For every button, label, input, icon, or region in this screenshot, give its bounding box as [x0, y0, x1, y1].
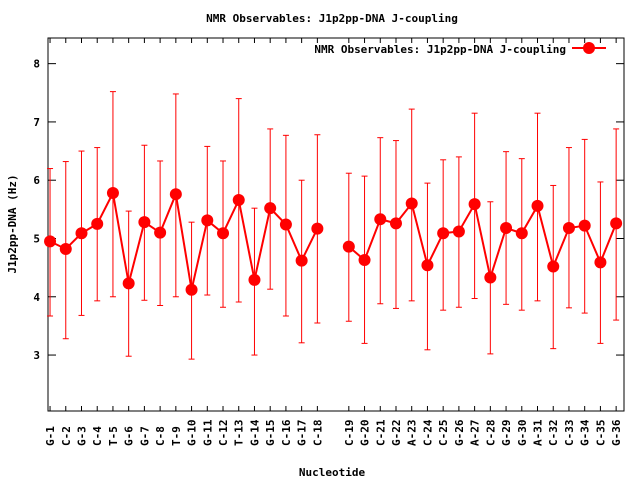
x-tick-label: G-29: [500, 420, 513, 447]
data-point: [468, 198, 481, 211]
y-tick-label: 4: [33, 291, 40, 304]
y-tick-label: 7: [33, 116, 40, 129]
x-tick-label: C-18: [311, 420, 324, 447]
data-point: [405, 197, 418, 210]
data-point: [75, 227, 88, 240]
data-point: [562, 221, 575, 234]
data-point: [169, 188, 182, 201]
x-tick-label: C-21: [374, 419, 387, 446]
x-tick-label: T-13: [233, 420, 246, 447]
data-point: [138, 216, 151, 229]
x-axis-label: Nucleotide: [299, 466, 366, 479]
x-axis: G-1 C-2 G-3 C-4 T-5 G-6 G-7 C-8 T-9 G-10 G-11 C-12 T…: [44, 38, 623, 446]
data-point: [610, 217, 623, 230]
data-point: [374, 213, 387, 226]
x-tick-label: A-31: [532, 419, 545, 446]
data-point: [594, 256, 607, 269]
legend-label: NMR Observables: J1p2pp-DNA J-coupling: [314, 43, 566, 56]
data-point: [217, 227, 230, 240]
data-point: [122, 277, 135, 290]
chart-title: NMR Observables: J1p2pp-DNA J-coupling: [206, 12, 458, 25]
legend: NMR Observables: J1p2pp-DNA J-coupling: [314, 42, 606, 56]
data-point: [452, 225, 465, 238]
y-axis: 3 4 5 6 7 8: [33, 58, 624, 362]
x-tick-label: G-20: [359, 420, 372, 447]
data-point: [154, 226, 167, 239]
x-tick-label: G-11: [201, 419, 214, 446]
x-tick-label: C-19: [343, 420, 356, 447]
data-point: [500, 221, 513, 234]
data-point: [421, 259, 434, 272]
y-tick-label: 8: [33, 58, 40, 71]
y-tick-label: 6: [33, 174, 40, 187]
x-tick-label: C-24: [421, 419, 434, 446]
x-tick-label: C-16: [280, 419, 293, 446]
data-point: [311, 222, 324, 235]
x-tick-label: T-9: [170, 426, 183, 446]
data-point: [264, 202, 277, 215]
y-tick-label: 5: [33, 232, 40, 245]
data-point: [232, 194, 245, 207]
data-point: [578, 219, 591, 232]
x-tick-label: C-28: [484, 420, 497, 447]
data-point: [295, 254, 308, 267]
data-point: [547, 260, 560, 273]
data-point: [44, 235, 57, 248]
x-tick-label: G-6: [123, 426, 136, 446]
legend-marker-sample: [583, 42, 595, 54]
data-point: [389, 217, 402, 230]
data-point: [279, 218, 292, 231]
y-axis-label: J1p2pp-DNA (Hz): [6, 174, 19, 273]
x-tick-label: C-32: [547, 420, 560, 447]
x-tick-label: G-15: [264, 420, 277, 447]
data-point: [531, 199, 544, 212]
data-point: [248, 273, 261, 286]
x-tick-label: C-33: [563, 420, 576, 447]
series-j-coupling: [44, 91, 623, 360]
data-point: [515, 227, 528, 240]
data-point: [106, 187, 119, 200]
data-point: [358, 254, 371, 267]
x-tick-label: C-4: [91, 426, 104, 446]
x-tick-label: G-34: [579, 419, 592, 446]
y-tick-label: 3: [33, 349, 40, 362]
x-tick-label: G-1: [44, 426, 57, 446]
data-point: [484, 271, 497, 284]
x-tick-label: G-26: [453, 419, 466, 446]
x-tick-label: C-2: [60, 426, 73, 446]
plot-frame: [47, 37, 625, 412]
x-tick-label: G-22: [390, 420, 403, 447]
x-tick-label: G-30: [516, 420, 529, 447]
x-tick-label: G-3: [75, 426, 88, 446]
x-tick-label: G-36: [610, 419, 623, 446]
x-tick-label: C-8: [154, 426, 167, 446]
x-tick-label: G-10: [186, 420, 199, 447]
series-line: [348, 201, 618, 282]
x-tick-label: A-23: [406, 420, 419, 447]
x-tick-label: G-17: [296, 420, 309, 447]
x-tick-label: G-14: [248, 419, 261, 446]
x-tick-label: T-5: [107, 426, 120, 446]
x-tick-label: G-7: [138, 426, 151, 446]
data-point: [185, 283, 198, 296]
x-tick-label: C-12: [217, 420, 230, 447]
x-tick-label: A-27: [469, 420, 482, 447]
series-line: [49, 189, 319, 290]
x-tick-label: C-35: [594, 420, 607, 447]
data-point: [342, 240, 355, 253]
x-tick-label: C-25: [437, 420, 450, 447]
data-point: [437, 227, 450, 240]
data-point: [91, 217, 104, 230]
data-point: [201, 214, 214, 227]
data-point: [59, 242, 72, 255]
